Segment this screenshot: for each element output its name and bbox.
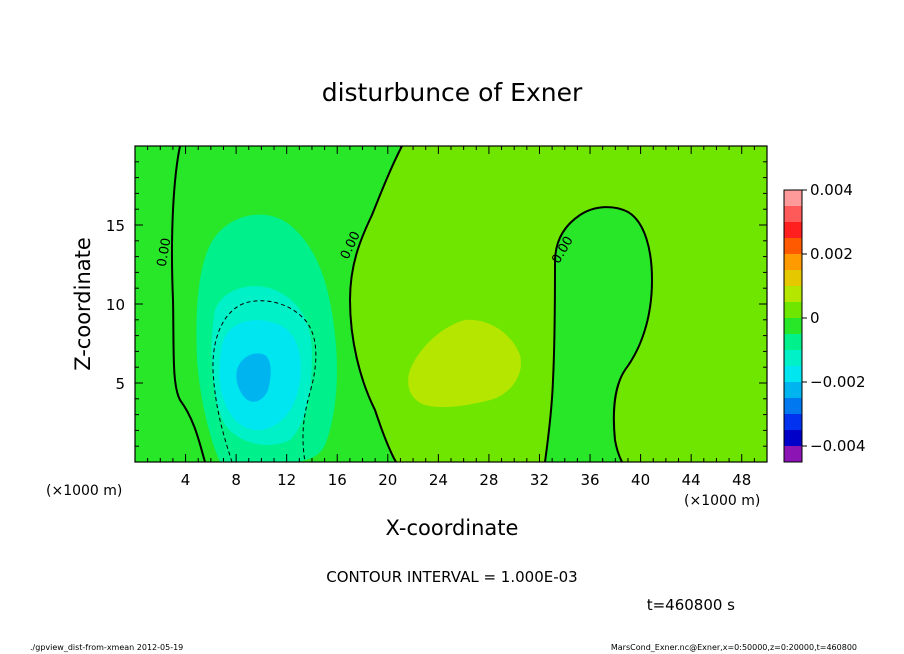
colorbar-level xyxy=(784,302,802,318)
level-minus-2p5 xyxy=(236,353,271,402)
x-tick-label: 48 xyxy=(732,471,751,489)
colorbar-frame xyxy=(783,189,803,463)
y-tick-label: 15 xyxy=(106,217,125,235)
colorbar-level xyxy=(784,414,802,430)
zero-contour-right xyxy=(544,206,654,462)
colorbar-level xyxy=(784,286,802,302)
colorbar-level xyxy=(784,222,802,238)
contour-interval-note: CONTOUR INTERVAL = 1.000E-03 xyxy=(326,568,577,586)
x-tick-label: 32 xyxy=(530,471,549,489)
zero-contour-left xyxy=(170,146,206,462)
negative-region-right xyxy=(545,207,652,462)
x-tick-label: 20 xyxy=(378,471,397,489)
x-unit-left: (×1000 m) xyxy=(46,483,122,499)
y-tick-label: 5 xyxy=(115,375,125,393)
x-tick-label: 4 xyxy=(181,471,191,489)
colorbar-level xyxy=(784,446,802,462)
x-tick-label: 12 xyxy=(277,471,296,489)
x-unit-right: (×1000 m) xyxy=(684,493,760,509)
y-axis-title: Z-coordinate xyxy=(71,237,95,371)
colorbar-level xyxy=(784,206,802,222)
contour-label: 0.00 xyxy=(155,237,175,268)
colorbar-level xyxy=(784,190,802,206)
colorbar-tick-label: −0.004 xyxy=(810,437,866,455)
contour-lines xyxy=(170,146,654,462)
x-tick-label: 44 xyxy=(682,471,701,489)
x-tick-label: 16 xyxy=(328,471,347,489)
x-tick-label: 28 xyxy=(479,471,498,489)
contour-field xyxy=(135,146,767,462)
colorbar-level xyxy=(784,270,802,286)
colorbar-tick-label: −0.002 xyxy=(810,373,866,391)
colorbar-level xyxy=(784,430,802,446)
colorbar-tick-label: 0.004 xyxy=(810,181,853,199)
x-tick-label: 8 xyxy=(231,471,241,489)
y-tick-label: 10 xyxy=(106,296,125,314)
colorbar-level xyxy=(784,254,802,270)
footer-right: MarsCond_Exner.nc@Exner,x=0:50000,z=0:20… xyxy=(611,643,857,652)
x-tick-label: 40 xyxy=(631,471,650,489)
positive-region-center xyxy=(408,319,521,408)
colorbar-level xyxy=(784,238,802,254)
colorbar-level xyxy=(784,350,802,366)
footer-left: ./gpview_dist-from-xmean 2012-05-19 xyxy=(30,643,183,652)
y-axis: 5 10 15 xyxy=(106,161,767,447)
negative-region-left xyxy=(135,146,205,462)
x-tick-label: 36 xyxy=(580,471,599,489)
chart-title: disturbunce of Exner xyxy=(322,78,583,107)
colorbar-level xyxy=(784,398,802,414)
zero-contour-center xyxy=(348,146,403,462)
colorbar-level xyxy=(784,334,802,350)
time-note: t=460800 s xyxy=(647,596,735,614)
colorbar-level xyxy=(784,318,802,334)
x-axis-title: X-coordinate xyxy=(386,516,519,540)
colorbar-tick-label: 0.002 xyxy=(810,245,853,263)
colorbar-tick-label: 0 xyxy=(810,309,820,327)
x-axis: 4 8 12 16 20 24 28 32 36 40 44 48 xyxy=(147,146,755,489)
negative-dashed-contour xyxy=(212,300,317,462)
colorbar: 0.004 0.002 0 −0.002 −0.004 xyxy=(783,181,866,463)
colorbar-level xyxy=(784,366,802,382)
x-tick-label: 24 xyxy=(429,471,448,489)
colorbar-level xyxy=(784,382,802,398)
